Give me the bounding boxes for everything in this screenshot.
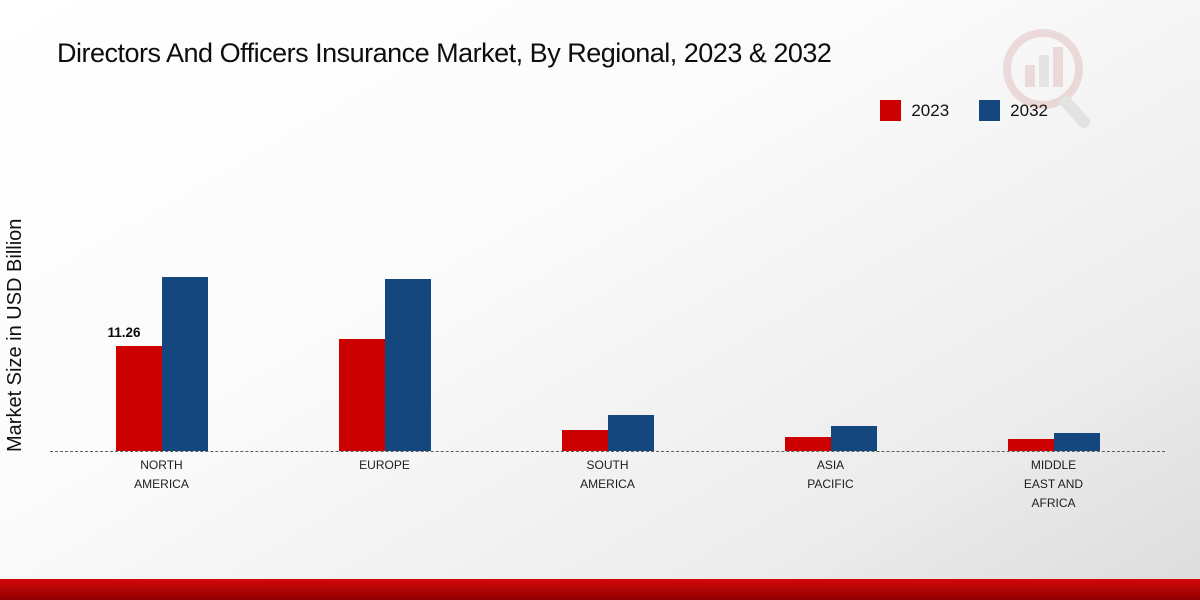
y-axis-label: Market Size in USD Billion — [4, 218, 26, 452]
category-label-europe: EUROPE — [359, 458, 410, 472]
legend-item-2032: 2032 — [979, 100, 1048, 121]
legend-label-2023: 2023 — [911, 100, 950, 120]
category-label-cell: MIDDLE EAST AND AFRICA — [942, 456, 1165, 514]
category-label-cell: SOUTH AMERICA — [496, 456, 719, 514]
category-label-asia-pacific: ASIA PACIFIC — [807, 458, 854, 492]
bar-group-south-america — [496, 415, 719, 451]
category-label-cell: EUROPE — [273, 456, 496, 514]
legend-label-2032: 2032 — [1010, 100, 1048, 120]
category-label-south-america: SOUTH AMERICA — [580, 458, 635, 492]
watermark-logo — [1003, 29, 1091, 129]
bar-2023-europe — [338, 339, 385, 451]
bar-2032-south-america — [607, 415, 654, 451]
category-label-cell: ASIA PACIFIC — [719, 456, 942, 514]
category-labels: NORTH AMERICA EUROPE SOUTH AMERICA ASIA PAC… — [50, 456, 1165, 514]
legend-swatch-2023 — [880, 100, 902, 121]
bar-2023-asia-pacific — [784, 437, 831, 451]
bar-2032-europe — [384, 279, 431, 451]
bar-2023-middle-east-and-africa — [1007, 439, 1054, 451]
legend-swatch-2032 — [979, 100, 1001, 121]
bar-group-middle-east-and-africa — [942, 433, 1165, 451]
bar-2023-north-america: 11.26 — [108, 325, 162, 451]
category-label-north-america: NORTH AMERICA — [134, 458, 189, 492]
bar-group-europe — [273, 279, 496, 451]
category-label-middle-east-and-africa: MIDDLE EAST AND AFRICA — [1023, 458, 1084, 511]
bar-group-north-america: 11.26 — [50, 277, 273, 451]
bar-2032-asia-pacific — [830, 426, 877, 451]
plot-area: 11.26 — [50, 150, 1165, 452]
bar-value-label: 11.26 — [107, 325, 141, 340]
bar-2032-middle-east-and-africa — [1053, 433, 1100, 451]
bar-2023-south-america — [561, 430, 608, 451]
chart-title: Directors And Officers Insurance Market,… — [57, 38, 832, 68]
legend: 2023 2032 — [880, 100, 1048, 121]
legend-item-2023: 2023 — [880, 100, 949, 121]
footer-accent-bar — [0, 579, 1200, 600]
category-label-cell: NORTH AMERICA — [50, 456, 273, 514]
bar-group-asia-pacific — [719, 426, 942, 451]
bar-2032-north-america — [161, 277, 208, 451]
